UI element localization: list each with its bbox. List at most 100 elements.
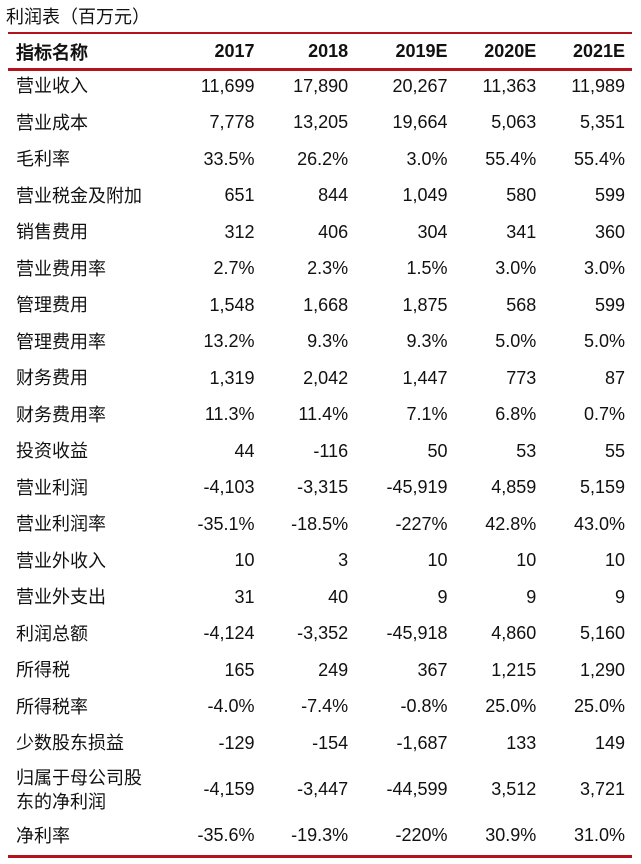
value-cell: 406 [318, 221, 349, 242]
value-cell: 3 [338, 550, 349, 571]
value-cell: 844 [318, 185, 349, 206]
value-cell: 149 [594, 732, 625, 753]
row-label: 毛利率 [16, 149, 70, 170]
value-cell: 7.1% [406, 404, 448, 425]
value-cell: 55.4% [573, 148, 625, 169]
value-cell: 55.4% [485, 148, 537, 169]
value-cell: 5,351 [579, 112, 625, 133]
table-row: 销售费用 312 406 304 341 360 [8, 214, 632, 251]
value-cell: -154 [312, 732, 349, 753]
value-cell: 4,860 [491, 623, 537, 644]
value-cell: -1,687 [396, 732, 448, 753]
value-cell: 2,042 [303, 367, 349, 388]
value-cell: 312 [224, 221, 255, 242]
value-cell: 11.3% [204, 404, 255, 425]
table-row: 营业成本 7,778 13,205 19,664 5,063 5,351 [8, 105, 632, 142]
value-cell: 3.0% [583, 258, 625, 279]
value-cell: 87 [604, 367, 625, 388]
value-cell: -3,315 [297, 477, 349, 498]
row-label: 营业外支出 [16, 587, 106, 608]
top-rule [8, 32, 632, 34]
value-cell: -116 [313, 440, 349, 461]
value-cell: 1,668 [303, 294, 349, 315]
row-label: 销售费用 [16, 222, 88, 243]
value-cell: 11,699 [200, 75, 255, 96]
value-cell: 1,319 [209, 367, 255, 388]
header-cell: 指标名称 [16, 42, 88, 63]
value-cell: 249 [318, 659, 349, 680]
value-cell: 10 [604, 550, 625, 571]
table-row: 营业利润率 -35.1% -18.5% -227% 42.8% 43.0% [8, 506, 632, 543]
value-cell: 31 [234, 586, 255, 607]
row-label-line: 东的净利润 [16, 791, 106, 812]
table-row: 财务费用率 11.3% 11.4% 7.1% 6.8% 0.7% [8, 397, 632, 434]
row-label: 所得税 [16, 660, 70, 681]
value-cell: -129 [218, 732, 255, 753]
value-cell: -0.8% [400, 696, 448, 717]
row-label: 营业税金及附加 [16, 185, 142, 206]
value-cell: 19,664 [392, 112, 448, 133]
value-cell: 2.7% [213, 258, 255, 279]
value-cell: 1,290 [579, 659, 625, 680]
value-cell: 4,859 [491, 477, 537, 498]
value-cell: 7,778 [209, 112, 255, 133]
value-cell: 9 [614, 586, 625, 607]
table-row: 财务费用 1,319 2,042 1,447 773 87 [8, 360, 632, 397]
value-cell: 33.5% [203, 148, 255, 169]
row-label: 所得税率 [16, 696, 88, 717]
table-row: 营业收入 11,699 17,890 20,267 11,363 11,989 [8, 68, 632, 105]
value-cell: -3,447 [297, 779, 349, 799]
value-cell: 1,447 [402, 367, 448, 388]
table-title: 利润表（百万元） [6, 7, 150, 27]
value-cell: 367 [417, 659, 448, 680]
row-label: 营业利润率 [16, 514, 106, 535]
value-cell: 13,205 [293, 112, 349, 133]
header-cell: 2018 [308, 41, 349, 61]
value-cell: 11.4% [298, 404, 349, 425]
value-cell: -3,352 [297, 623, 349, 644]
value-cell: -35.1% [197, 513, 255, 534]
row-label: 营业费用率 [16, 258, 106, 279]
value-cell: 13.2% [203, 331, 255, 352]
row-label: 营业外收入 [16, 550, 106, 571]
row-label: 归属于母公司股 东的净利润 [8, 762, 168, 818]
value-cell: 31.0% [573, 825, 625, 846]
table-row: 营业利润 -4,103 -3,315 -45,919 4,859 5,159 [8, 470, 632, 507]
value-cell: 0.7% [583, 404, 625, 425]
table-row: 营业外收入 10 3 10 10 10 [8, 543, 632, 580]
value-cell: 10 [516, 550, 537, 571]
row-label: 管理费用率 [16, 331, 106, 352]
value-cell: 360 [594, 221, 625, 242]
value-cell: 26.2% [297, 148, 349, 169]
row-label: 利润总额 [16, 623, 88, 644]
value-cell: 1,215 [491, 659, 537, 680]
value-cell: -227% [395, 513, 448, 534]
header-cell: 2020E [484, 41, 537, 61]
value-cell: -4,103 [203, 477, 255, 498]
value-cell: 50 [427, 440, 448, 461]
table-row: 管理费用 1,548 1,668 1,875 568 599 [8, 287, 632, 324]
row-label: 净利率 [16, 825, 70, 846]
table-row: 投资收益 44 -116 50 53 55 [8, 433, 632, 470]
value-cell: 10 [427, 550, 448, 571]
value-cell: 42.8% [485, 513, 537, 534]
value-cell: 11,363 [482, 75, 537, 96]
value-cell: 25.0% [573, 696, 625, 717]
value-cell: 10 [234, 550, 255, 571]
value-cell: 25.0% [485, 696, 537, 717]
table-row: 少数股东损益 -129 -154 -1,687 133 149 [8, 725, 632, 762]
table-row: 营业税金及附加 651 844 1,049 580 599 [8, 178, 632, 215]
value-cell: 17,890 [293, 75, 349, 96]
value-cell: 40 [328, 586, 349, 607]
value-cell: 1,049 [402, 185, 448, 206]
value-cell: -220% [395, 825, 448, 846]
value-cell: 20,267 [392, 75, 448, 96]
value-cell: 5,159 [579, 477, 625, 498]
value-cell: 3.0% [495, 258, 537, 279]
table-row: 营业外支出 31 40 9 9 9 [8, 579, 632, 616]
row-label: 营业利润 [16, 477, 88, 498]
value-cell: 773 [506, 367, 537, 388]
value-cell: 1,875 [402, 294, 448, 315]
value-cell: -45,919 [386, 477, 448, 498]
value-cell: -19.3% [291, 825, 349, 846]
